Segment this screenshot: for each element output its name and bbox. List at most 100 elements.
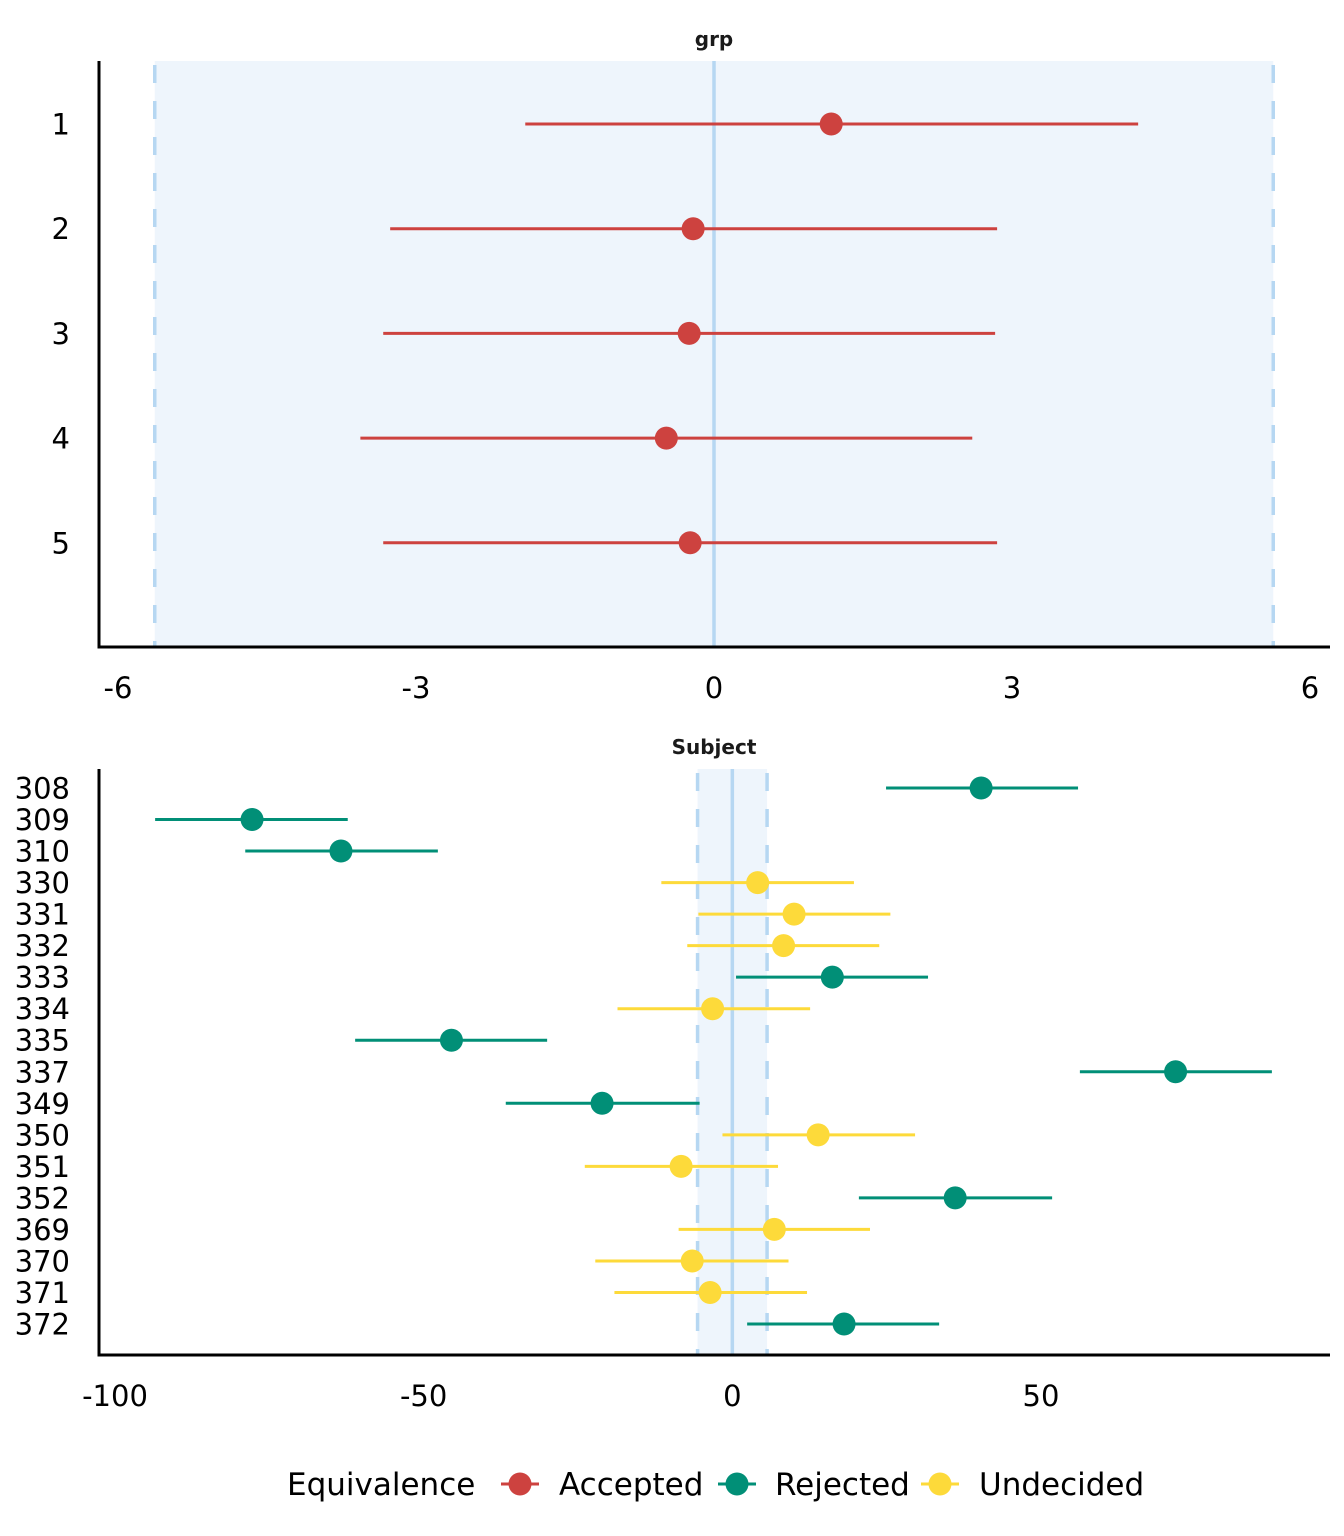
legend-key-point — [508, 1472, 532, 1496]
point-estimate — [654, 426, 678, 450]
y-tick-label: 372 — [15, 1308, 70, 1342]
legend-item-rejected: Rejected — [718, 1467, 910, 1503]
data-row-310 — [245, 839, 438, 863]
data-row-370 — [595, 1249, 789, 1273]
data-row-352 — [858, 1186, 1053, 1210]
point-estimate — [819, 112, 843, 136]
point-estimate — [590, 1091, 614, 1115]
data-row-335 — [355, 1028, 548, 1052]
y-tick-label: 309 — [15, 803, 70, 837]
data-row-4 — [360, 426, 973, 450]
x-tick-label: 50 — [1023, 1379, 1060, 1413]
data-row-3 — [383, 321, 996, 345]
point-estimate — [701, 997, 725, 1021]
data-row-333 — [736, 965, 929, 989]
y-tick-label: 333 — [15, 961, 70, 995]
point-estimate — [681, 217, 705, 241]
point-estimate — [943, 1186, 967, 1210]
point-estimate — [762, 1217, 786, 1241]
x-tick-label: 6 — [1301, 671, 1319, 705]
data-row-5 — [383, 531, 998, 555]
y-tick-label: 330 — [15, 866, 70, 900]
point-estimate — [439, 1028, 463, 1052]
y-tick-label: 5 — [52, 526, 70, 560]
x-tick-label: 0 — [723, 1379, 741, 1413]
legend-title: Equivalence — [287, 1467, 475, 1503]
y-tick-label: 370 — [15, 1244, 70, 1278]
point-estimate — [669, 1154, 693, 1178]
y-tick-label: 350 — [15, 1118, 70, 1152]
rope-region — [695, 769, 769, 1355]
data-row-1 — [525, 112, 1139, 136]
y-tick-label: 337 — [15, 1055, 70, 1089]
point-estimate — [782, 902, 806, 926]
y-tick-label: 4 — [52, 422, 70, 456]
axes: 3083093103303313323333343353373493503513… — [15, 769, 1330, 1413]
y-tick-label: 352 — [15, 1181, 70, 1215]
y-tick-label: 2 — [52, 212, 70, 246]
data-row-308 — [886, 776, 1079, 800]
legend-label: Rejected — [775, 1467, 910, 1503]
x-tick-label: -6 — [104, 671, 133, 705]
panel-title-grp: grp — [695, 27, 734, 51]
data-row-334 — [617, 997, 811, 1021]
legend-key-point — [725, 1472, 749, 1496]
point-estimate — [680, 1249, 704, 1273]
data-row-309 — [155, 808, 348, 832]
y-tick-label: 334 — [15, 992, 70, 1026]
data-row-349 — [505, 1091, 700, 1115]
x-tick-label: -50 — [400, 1379, 447, 1413]
panel-subject: Subject 30830931033033133233333433533734… — [15, 735, 1330, 1413]
point-estimate — [772, 934, 796, 958]
data-row-330 — [661, 871, 854, 895]
point-estimate — [1164, 1060, 1188, 1084]
x-tick-label: -3 — [402, 671, 431, 705]
data-row-369 — [678, 1217, 870, 1241]
y-tick-label: 332 — [15, 929, 70, 963]
data-row-337 — [1079, 1060, 1272, 1084]
point-estimate — [329, 839, 353, 863]
y-tick-label: 351 — [15, 1150, 70, 1184]
data-row-351 — [584, 1154, 779, 1178]
point-estimate — [820, 965, 844, 989]
y-tick-label: 331 — [15, 898, 70, 932]
point-estimate — [677, 321, 701, 345]
legend: Equivalence Accepted Rejected Undecided — [287, 1467, 1144, 1503]
y-tick-label: 349 — [15, 1087, 70, 1121]
data-row-331 — [698, 902, 891, 926]
x-tick-label: 0 — [705, 671, 723, 705]
x-tick-label: -100 — [82, 1379, 148, 1413]
y-tick-label: 369 — [15, 1213, 70, 1247]
point-estimate — [240, 808, 264, 832]
data-row-2 — [390, 217, 998, 241]
panel-title-subject: Subject — [672, 735, 757, 759]
x-tick-label: 3 — [1003, 671, 1021, 705]
rope-region — [153, 61, 1275, 647]
data-marks — [360, 112, 1139, 555]
data-row-371 — [614, 1280, 808, 1304]
y-tick-label: 310 — [15, 835, 70, 869]
point-estimate — [698, 1280, 722, 1304]
y-tick-label: 335 — [15, 1024, 70, 1058]
point-estimate — [746, 871, 770, 895]
y-tick-label: 1 — [52, 108, 70, 142]
data-marks — [155, 776, 1272, 1336]
point-estimate — [832, 1312, 856, 1336]
data-row-332 — [687, 934, 880, 958]
legend-item-undecided: Undecided — [921, 1467, 1144, 1503]
data-row-372 — [747, 1312, 940, 1336]
y-tick-label: 308 — [15, 772, 70, 806]
y-tick-label: 3 — [52, 317, 70, 351]
legend-item-accepted: Accepted — [501, 1467, 703, 1503]
legend-label: Accepted — [559, 1467, 703, 1503]
legend-label: Undecided — [979, 1467, 1144, 1503]
axes: 1 2 3 4 5 -6 -3 0 3 6 — [52, 61, 1330, 705]
legend-key-point — [928, 1472, 952, 1496]
y-tick-label: 371 — [15, 1276, 70, 1310]
point-estimate — [806, 1123, 830, 1147]
point-estimate — [678, 531, 702, 555]
point-estimate — [969, 776, 993, 800]
panel-grp: grp 1 2 3 4 5 -6 -3 0 3 6 — [52, 27, 1330, 705]
data-row-350 — [722, 1123, 916, 1147]
